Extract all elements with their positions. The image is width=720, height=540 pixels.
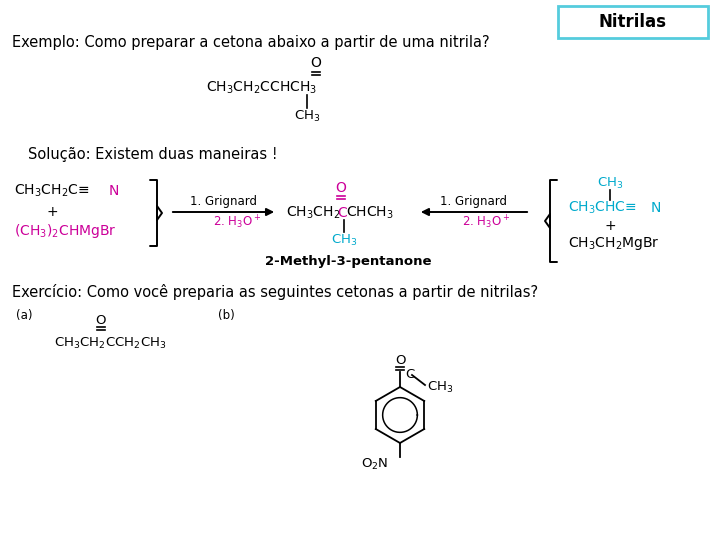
Text: O: O [336, 181, 346, 195]
Text: CH$_3$: CH$_3$ [427, 380, 454, 395]
Text: O: O [310, 56, 321, 70]
Text: 1. Grignard: 1. Grignard [189, 195, 256, 208]
Text: (a): (a) [16, 308, 32, 321]
Text: CH$_3$CHC≡: CH$_3$CHC≡ [568, 200, 636, 216]
Text: Nitrilas: Nitrilas [599, 13, 667, 31]
Text: Exemplo: Como preparar a cetona abaixo a partir de uma nitrila?: Exemplo: Como preparar a cetona abaixo a… [12, 36, 490, 51]
Text: CH$_3$CH$_2$CCH$_2$CH$_3$: CH$_3$CH$_2$CCH$_2$CH$_3$ [54, 335, 166, 350]
Text: CH$_3$: CH$_3$ [330, 232, 357, 247]
Text: CH$_3$CH$_2$MgBr: CH$_3$CH$_2$MgBr [568, 235, 660, 253]
Text: 1. Grignard: 1. Grignard [441, 195, 508, 208]
Text: CH$_3$CH$_2$: CH$_3$CH$_2$ [286, 205, 341, 221]
Text: Solução: Existem duas maneiras !: Solução: Existem duas maneiras ! [28, 147, 278, 163]
Text: N: N [651, 201, 662, 215]
Text: (b): (b) [218, 308, 235, 321]
Text: O: O [96, 314, 107, 327]
Text: N: N [109, 184, 120, 198]
Text: Exercício: Como você preparia as seguintes cetonas a partir de nitrilas?: Exercício: Como você preparia as seguint… [12, 284, 538, 300]
Text: O: O [395, 354, 405, 367]
Text: CH$_3$: CH$_3$ [294, 109, 320, 124]
Text: CH$_3$: CH$_3$ [597, 176, 624, 191]
Text: CH$_3$CH$_2$C≡: CH$_3$CH$_2$C≡ [14, 183, 89, 199]
Text: O$_2$N: O$_2$N [361, 456, 388, 471]
Text: +: + [46, 205, 58, 219]
Text: CHCH$_3$: CHCH$_3$ [346, 205, 394, 221]
Text: 2-Methyl-3-pentanone: 2-Methyl-3-pentanone [265, 255, 431, 268]
Text: (CH$_3$)$_2$CHMgBr: (CH$_3$)$_2$CHMgBr [14, 222, 117, 240]
Text: C: C [337, 206, 347, 220]
Text: 2. H$_3$O$^+$: 2. H$_3$O$^+$ [213, 213, 261, 231]
Text: C: C [405, 368, 414, 381]
FancyBboxPatch shape [558, 6, 708, 38]
Text: 2. H$_3$O$^+$: 2. H$_3$O$^+$ [462, 213, 510, 231]
Text: +: + [604, 219, 616, 233]
Text: CH$_3$CH$_2$CCHCH$_3$: CH$_3$CH$_2$CCHCH$_3$ [206, 80, 317, 96]
